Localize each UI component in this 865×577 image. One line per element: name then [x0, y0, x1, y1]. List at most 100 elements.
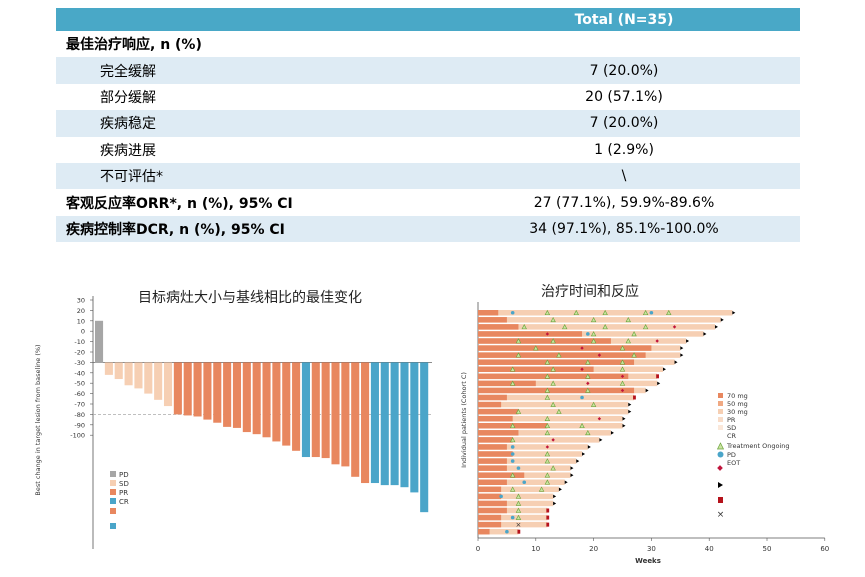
- waterfall-bar: [400, 362, 409, 488]
- patient-bar: [478, 366, 663, 373]
- table-body: 最佳治疗响应, n (%) 完全缓解 7 (20.0%) 部分缓解 20 (57.1%)…: [56, 31, 800, 243]
- row-value: 20 (57.1%): [585, 88, 663, 105]
- patient-bar: [478, 458, 577, 464]
- cr-marker: [550, 366, 556, 372]
- row-label: 疾病进展: [100, 142, 156, 159]
- patient-bar-70mg: [478, 465, 507, 471]
- table-row: 疾病稳定 7 (20.0%): [56, 110, 800, 137]
- legend-cross: ×: [717, 510, 725, 520]
- ongoing-arrow: [645, 388, 649, 393]
- patient-bar-70mg: [478, 472, 525, 478]
- legend-dot: [717, 451, 724, 458]
- ongoing-arrow: [732, 310, 736, 315]
- row-label: 部分缓解: [100, 89, 156, 106]
- patient-bar: [478, 352, 681, 358]
- x-tick-label: 40: [705, 545, 714, 553]
- eot-marker: [546, 522, 550, 527]
- ongoing-arrow: [599, 438, 603, 442]
- waterfall-bar: [301, 362, 310, 458]
- legend-swatch: [718, 401, 723, 406]
- cr-marker: [550, 401, 556, 407]
- patient-bar: [478, 444, 588, 450]
- patient-bar-70mg: [478, 451, 513, 457]
- patient-bar-70mg: [478, 345, 652, 351]
- legend-swatch: [110, 489, 116, 495]
- patient-bar: [478, 359, 675, 365]
- cr-marker: [544, 472, 551, 478]
- cr-marker: [590, 331, 597, 337]
- cr-marker: [515, 507, 522, 513]
- y-tick-label: -30: [74, 359, 85, 367]
- legend-swatch: [110, 523, 116, 529]
- waterfall-bar: [272, 362, 281, 442]
- table-row: 完全缓解 7 (20.0%): [56, 57, 800, 84]
- cr-marker: [544, 429, 551, 436]
- patient-bar-70mg: [478, 352, 646, 358]
- patient-bar: [478, 514, 548, 521]
- y-tick-label: -10: [74, 338, 85, 346]
- legend-diamond: [717, 465, 723, 471]
- patient-bar-70mg: [478, 444, 507, 450]
- patient-bar: [478, 310, 733, 316]
- patient-bar: [478, 394, 635, 401]
- legend-arrow: [718, 482, 723, 488]
- waterfall-bar: [144, 362, 153, 394]
- cr-marker: [579, 422, 585, 429]
- pd-marker: [586, 381, 590, 386]
- patient-bar-70mg: [478, 387, 635, 394]
- y-tick-label: 30: [77, 297, 85, 305]
- patient-bar-70mg: [478, 486, 502, 493]
- waterfall-bar: [361, 362, 370, 484]
- y-tick-label: 20: [77, 307, 85, 315]
- pd-marker: [672, 325, 677, 329]
- pd-marker: [597, 353, 602, 357]
- ongoing-arrow: [703, 332, 707, 336]
- patient-bar-70mg: [478, 458, 507, 464]
- waterfall-bar: [213, 362, 222, 423]
- legend-swatch: [718, 417, 723, 422]
- y-tick-label: -80: [74, 411, 85, 419]
- patient-bar-70mg: [478, 493, 502, 500]
- ongoing-arrow: [674, 360, 678, 364]
- cr-marker: [666, 309, 672, 316]
- row-value: 1 (2.9%): [594, 141, 654, 158]
- x-tick-label: 60: [820, 545, 829, 553]
- waterfall-bar: [282, 362, 291, 446]
- legend-label: CR: [727, 432, 737, 440]
- x-axis-label: Weeks: [635, 557, 661, 565]
- eot-marker: [546, 508, 550, 513]
- waterfall-bar: [134, 362, 143, 389]
- legend-label: PR: [119, 489, 128, 497]
- cr-marker: [509, 380, 516, 386]
- cr-marker: [533, 345, 539, 351]
- cr-marker: [642, 309, 649, 316]
- ongoing-arrow: [570, 473, 574, 477]
- ongoing-arrow: [657, 381, 661, 386]
- legend-label: PR: [727, 416, 736, 424]
- legend-square: [718, 497, 723, 503]
- pd-marker: [597, 416, 602, 421]
- ongoing-marker: [580, 395, 584, 400]
- cr-marker: [550, 465, 556, 471]
- ongoing-arrow: [570, 466, 574, 470]
- ongoing-marker: [510, 515, 515, 520]
- ongoing-arrow: [628, 402, 632, 407]
- legend-swatch: [110, 480, 116, 486]
- cr-marker: [515, 408, 522, 414]
- y-tick-label: -50: [74, 380, 85, 388]
- table-row: 最佳治疗响应, n (%): [56, 31, 800, 57]
- legend-label: Treatment Ongoing: [726, 442, 790, 450]
- cr-marker: [590, 316, 597, 323]
- waterfall-bar: [163, 362, 173, 407]
- patient-bar: [478, 387, 646, 394]
- cr-marker: [509, 472, 516, 478]
- x-tick-label: 0: [476, 545, 480, 553]
- legend-triangle: [716, 442, 725, 450]
- patient-bar-70mg: [478, 479, 507, 486]
- cr-marker: [538, 486, 545, 492]
- cr-marker: [544, 479, 551, 485]
- cr-marker: [625, 338, 631, 344]
- cr-marker: [515, 514, 522, 520]
- waterfall-bar: [124, 362, 133, 386]
- cr-marker: [556, 352, 562, 358]
